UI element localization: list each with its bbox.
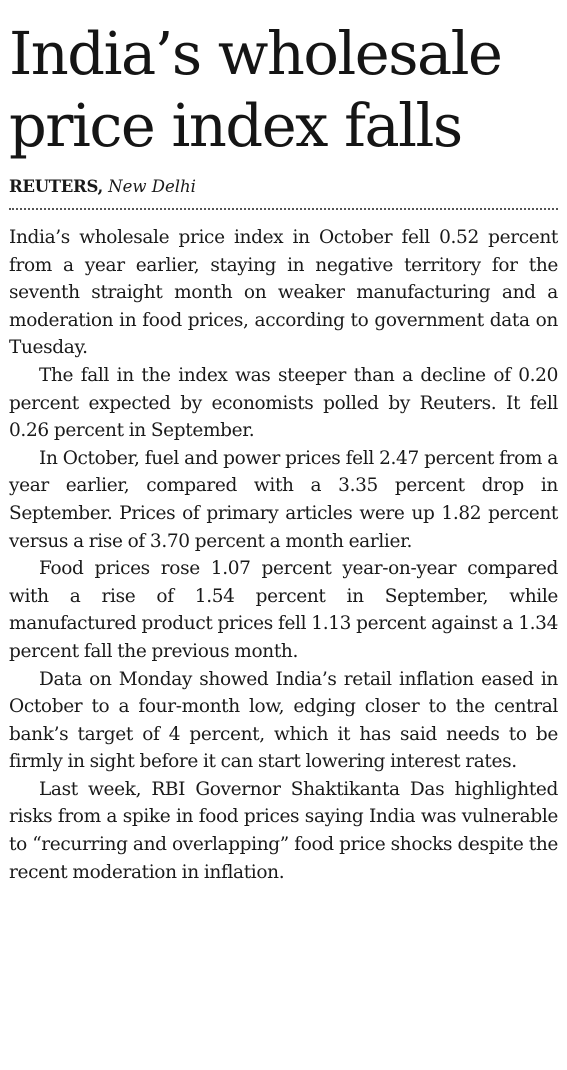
byline-location: New Delhi — [108, 177, 196, 196]
dotted-divider — [9, 208, 558, 210]
headline-line-1: India’s wholesale — [9, 19, 503, 88]
paragraph-2: The fall in the index was steeper than a… — [9, 364, 558, 442]
byline-agency: REUTERS, — [9, 177, 103, 196]
paragraph-3: In October, fuel and power prices fell 2… — [9, 447, 558, 552]
paragraph-5: Data on Monday showed India’s retail inf… — [9, 668, 558, 773]
paragraph-6: Last week, RBI Governor Shaktikanta Das … — [9, 778, 558, 883]
paragraph-1: India’s wholesale price index in October… — [9, 227, 558, 359]
paragraph-4: Food prices rose 1.07 percent year-on-ye… — [9, 558, 558, 662]
headline: India’s wholesale price index falls — [9, 18, 558, 162]
headline-line-2: price index falls — [9, 91, 463, 160]
byline: REUTERS, New Delhi — [9, 176, 558, 198]
article-body: India’s wholesale price index in October… — [9, 224, 558, 886]
